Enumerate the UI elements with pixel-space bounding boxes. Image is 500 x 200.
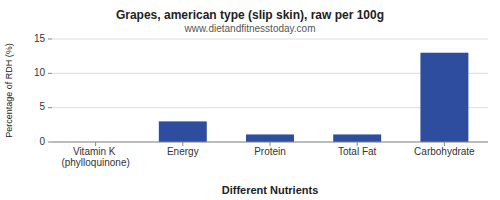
y-axis: 0 5 10 15 bbox=[34, 33, 52, 147]
bar bbox=[159, 121, 207, 142]
page: {"chart_data": {"type": "bar", "title": … bbox=[0, 0, 500, 200]
y-tick bbox=[48, 107, 52, 108]
x-axis-label: Different Nutrients bbox=[222, 184, 319, 196]
x-axis: Vitamin K (phylloquinone) Energy Protein To… bbox=[61, 142, 475, 168]
y-tick-label: 5 bbox=[39, 101, 45, 112]
bar bbox=[420, 53, 468, 142]
y-tick-label: 10 bbox=[34, 67, 46, 78]
bar bbox=[246, 134, 294, 142]
x-tick-label: Total Fat bbox=[338, 146, 377, 157]
subtitle: www.dietandfitnesstoday.com bbox=[184, 23, 316, 34]
y-tick-label: 15 bbox=[34, 33, 46, 44]
y-tick bbox=[48, 39, 52, 40]
y-tick bbox=[48, 142, 52, 143]
x-tick-label: Vitamin K (phylloquinone) bbox=[61, 146, 129, 168]
chart-svg: Grapes, american type (slip skin), raw p… bbox=[0, 0, 500, 200]
bars bbox=[159, 53, 469, 142]
y-grid bbox=[52, 39, 488, 142]
y-tick-label: 0 bbox=[39, 136, 45, 147]
x-tick-label: Carbohydrate bbox=[414, 146, 475, 157]
bar bbox=[333, 134, 381, 142]
x-tick-label-line: Vitamin K bbox=[73, 146, 118, 157]
x-tick-label: Energy bbox=[167, 146, 199, 157]
x-tick-label: Protein bbox=[254, 146, 286, 157]
title: Grapes, american type (slip skin), raw p… bbox=[116, 8, 384, 22]
x-tick-label-line: (phylloquinone) bbox=[61, 157, 129, 168]
chart-container: Grapes, american type (slip skin), raw p… bbox=[0, 0, 500, 200]
grid-line bbox=[52, 39, 488, 40]
y-axis-label: Percentage of RDH (%) bbox=[4, 43, 14, 138]
y-tick bbox=[48, 73, 52, 74]
